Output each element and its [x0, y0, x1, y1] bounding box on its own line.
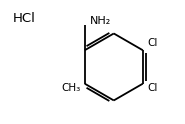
Text: CH₃: CH₃	[61, 83, 80, 93]
Text: NH₂: NH₂	[89, 16, 111, 26]
Text: HCl: HCl	[13, 12, 36, 25]
Text: Cl: Cl	[147, 83, 158, 93]
Text: Cl: Cl	[147, 38, 158, 48]
